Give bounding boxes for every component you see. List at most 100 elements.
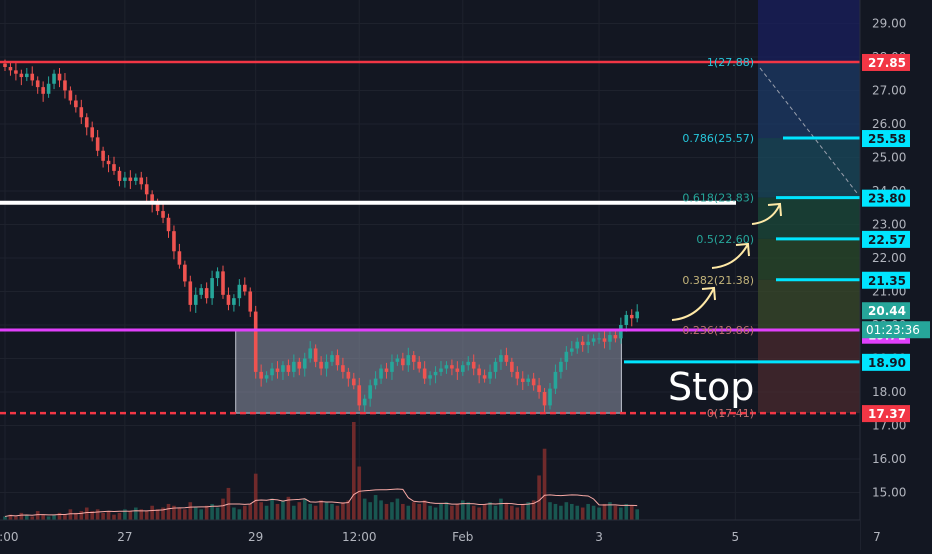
candle-body <box>395 358 400 362</box>
volume-bar <box>35 511 40 520</box>
candle-body <box>46 83 51 94</box>
price-tag-label: 20.44 <box>868 304 906 318</box>
candle-body <box>461 365 465 372</box>
volume-bar <box>3 516 7 520</box>
volume-bar <box>123 509 127 520</box>
candle-body <box>635 311 639 319</box>
volume-bar <box>373 495 378 520</box>
horizontal-lines[interactable] <box>0 60 860 415</box>
volume-bar <box>204 505 209 520</box>
candle-body <box>319 361 323 369</box>
price-tag-label: 25.58 <box>868 132 906 146</box>
volume-bar <box>341 502 345 520</box>
volume-bar <box>428 505 432 520</box>
volume-bar <box>346 500 351 520</box>
volume-bar <box>335 505 340 520</box>
volume-bar <box>493 505 498 520</box>
candle-body <box>79 107 84 118</box>
time-tick-label: 12:00 <box>342 530 377 544</box>
price-tag <box>862 130 910 148</box>
candle-body <box>520 378 525 382</box>
candles[interactable] <box>3 59 639 414</box>
volume-bar <box>248 503 253 520</box>
time-tick-label: 27 <box>117 530 132 544</box>
candle-body <box>471 361 476 369</box>
candle-body <box>243 284 247 292</box>
candle-body <box>542 391 547 406</box>
candle-body <box>488 371 492 379</box>
volume-bar <box>624 503 629 520</box>
candle-body <box>177 251 182 265</box>
price-tick-label: 15.00 <box>872 485 906 499</box>
volume-bar <box>313 505 318 520</box>
candle-body <box>352 378 356 386</box>
volume-bar <box>243 505 247 520</box>
volume-bar <box>90 511 94 520</box>
candle-body <box>237 284 242 299</box>
price-tag <box>862 302 910 320</box>
volume-bar <box>455 503 460 520</box>
candle-body <box>14 70 18 74</box>
volume-bar <box>450 505 454 520</box>
volume-bar <box>608 502 612 520</box>
volume-bar <box>471 505 476 520</box>
volume-bar <box>406 505 411 520</box>
volume-bar <box>199 509 203 520</box>
candle-body <box>155 204 160 212</box>
volume-bar <box>510 505 514 520</box>
fib-level-label: 0.236(19.86) <box>682 324 754 337</box>
volume-bar <box>215 507 220 520</box>
candle-body <box>591 338 596 342</box>
candle-body <box>493 361 498 372</box>
volume-bar <box>531 500 536 520</box>
candle-body <box>433 371 438 376</box>
fib-labels: 1(27.88) 0.786(25.57) 0.618(23.83) 0.5(22.6… <box>682 56 754 420</box>
arrow-head-icon <box>701 286 716 301</box>
candle-body <box>341 365 345 372</box>
candle-body <box>84 117 89 128</box>
price-tag-label: 18.90 <box>868 356 906 370</box>
volume-ma-line <box>4 488 638 517</box>
candle-body <box>117 170 122 181</box>
candle-body <box>417 361 421 369</box>
arrow-head-icon <box>767 202 782 217</box>
volume-bar <box>46 516 51 520</box>
volume-bar <box>488 502 492 520</box>
volume-bar <box>134 507 138 520</box>
volume-bar <box>25 514 29 520</box>
candle-body <box>368 385 372 399</box>
price-tag-label: 23.80 <box>868 192 906 206</box>
volume-bar <box>422 500 427 520</box>
fib-level-label: 0.5(22.60) <box>696 233 754 246</box>
candle-body <box>619 324 623 339</box>
candle-body <box>384 368 389 372</box>
candle-body <box>74 100 78 108</box>
candle-body <box>570 348 574 352</box>
fib-zone <box>758 61 860 139</box>
volume-bar <box>172 505 176 520</box>
volume-bar <box>444 502 449 520</box>
volume-bar <box>221 498 225 520</box>
candle-body <box>324 361 329 369</box>
volume-bar <box>520 503 525 520</box>
volume-bar <box>515 507 520 520</box>
volume-bar <box>183 509 187 520</box>
candle-body <box>548 388 552 406</box>
candle-body <box>286 365 291 372</box>
volume-bar <box>106 511 111 520</box>
time-tick-label: Feb <box>452 530 473 544</box>
volume-bar <box>68 509 73 520</box>
time-tick-label: 5 <box>731 530 739 544</box>
candle-body <box>41 87 45 94</box>
candle-body <box>270 368 274 376</box>
candle-body <box>19 73 24 78</box>
time-axis[interactable]: 2:00 27 29 12:00 Feb 3 5 7 <box>0 519 881 550</box>
candle-body <box>248 291 253 312</box>
candle-body <box>553 371 558 389</box>
volume-bar <box>362 498 367 520</box>
time-axis-bg <box>0 520 860 550</box>
price-tag-label: 17.37 <box>868 407 906 421</box>
volume-bar <box>79 511 84 520</box>
price-tag-label: 21.35 <box>868 274 906 288</box>
